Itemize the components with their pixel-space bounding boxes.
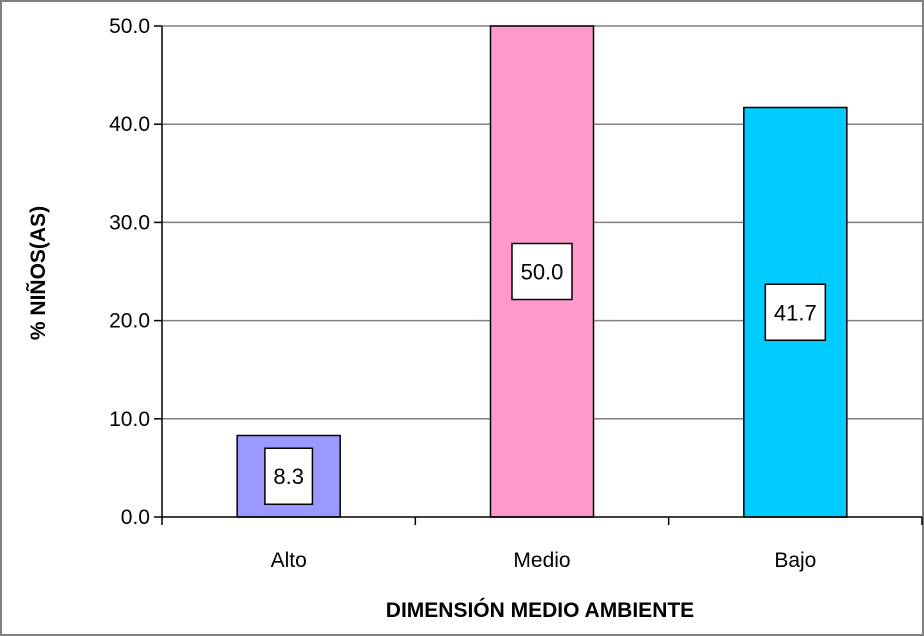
data-label: 8.3 xyxy=(264,447,314,505)
y-tick-label: 20.0 xyxy=(109,310,150,333)
data-label-box xyxy=(511,242,573,301)
x-tick-labels: Alto Medio Bajo xyxy=(271,549,817,572)
data-labels: 8.3 50.0 41.7 xyxy=(264,242,827,505)
y-tick-label: 40.0 xyxy=(109,113,150,136)
y-tick-label: 30.0 xyxy=(109,211,150,234)
data-label: 50.0 xyxy=(511,242,573,301)
data-label-box xyxy=(264,447,314,505)
x-tick-label: Bajo xyxy=(774,549,816,572)
x-axis-title: DIMENSIÓN MEDIO AMBIENTE xyxy=(386,598,694,622)
x-tick-label: Medio xyxy=(513,549,570,572)
axes xyxy=(154,25,923,525)
data-label-text: 8.3 xyxy=(273,464,304,489)
y-tick-labels: 0.0 10.0 20.0 30.0 40.0 50.0 xyxy=(109,15,150,529)
data-label: 41.7 xyxy=(764,283,827,342)
x-tick-label: Alto xyxy=(271,549,307,572)
y-axis-title: % NIÑOS(AS) xyxy=(27,206,50,340)
y-tick-label: 10.0 xyxy=(109,408,150,431)
y-tick-label: 50.0 xyxy=(109,15,150,38)
data-label-box xyxy=(764,283,827,342)
data-label-text: 41.7 xyxy=(774,300,817,325)
y-tick-label: 0.0 xyxy=(121,506,150,529)
data-label-text: 50.0 xyxy=(521,260,564,285)
